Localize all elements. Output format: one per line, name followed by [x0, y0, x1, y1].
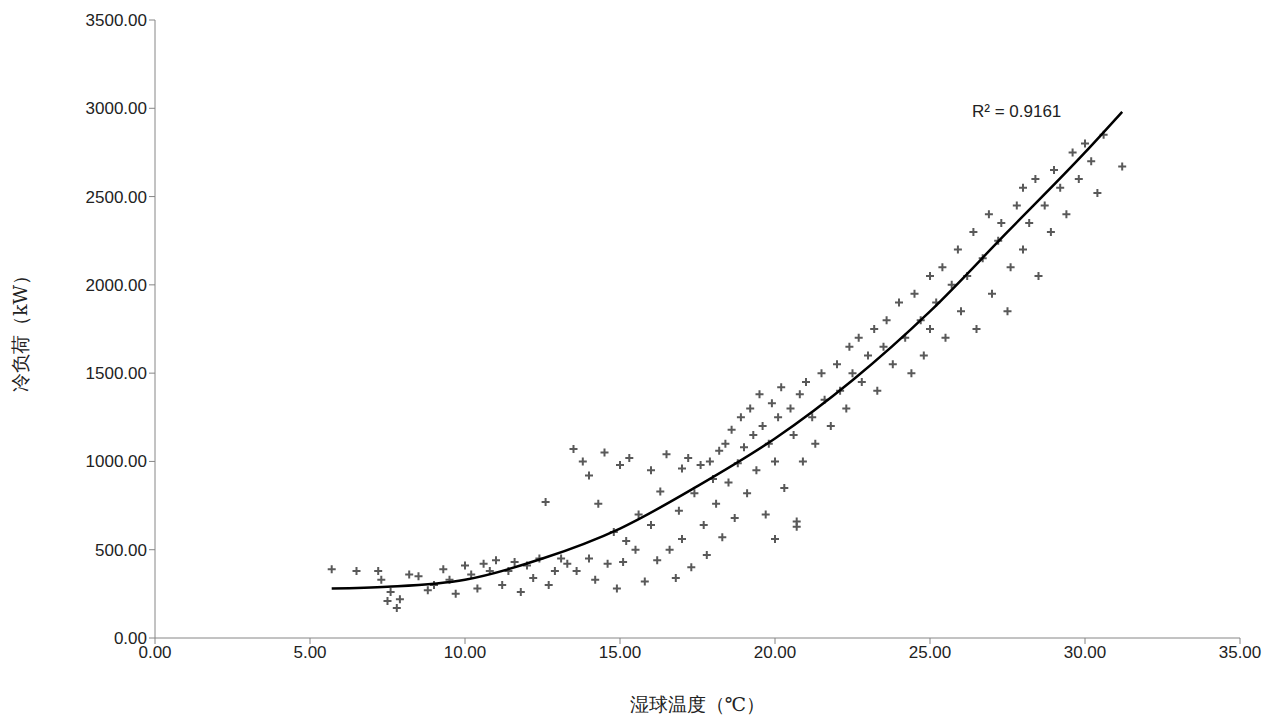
svg-text:25.00: 25.00: [909, 643, 952, 662]
svg-text:2500.00: 2500.00: [86, 188, 147, 207]
svg-text:湿球温度（℃）: 湿球温度（℃）: [630, 693, 765, 715]
html-text:R² = 0.9161: R² = 0.9161: [972, 102, 1062, 121]
svg-text:10.00: 10.00: [444, 643, 487, 662]
svg-text:0.00: 0.00: [114, 629, 147, 648]
svg-text:5.00: 5.00: [293, 643, 326, 662]
svg-text:3500.00: 3500.00: [86, 11, 147, 30]
svg-text:0.00: 0.00: [138, 643, 172, 663]
svg-text:15.00: 15.00: [599, 643, 642, 662]
svg-text:500.00: 500.00: [95, 541, 147, 560]
svg-text:2000.00: 2000.00: [86, 276, 147, 295]
svg-text:1000.00: 1000.00: [86, 452, 147, 471]
svg-text:35.00: 35.00: [1219, 643, 1262, 662]
svg-text:1500.00: 1500.00: [86, 364, 147, 383]
svg-text:20.00: 20.00: [754, 643, 797, 662]
svg-text:3000.00: 3000.00: [86, 99, 147, 118]
svg-text:冷负荷（kW）: 冷负荷（kW）: [9, 266, 31, 392]
svg-text:30.00: 30.00: [1064, 643, 1107, 662]
